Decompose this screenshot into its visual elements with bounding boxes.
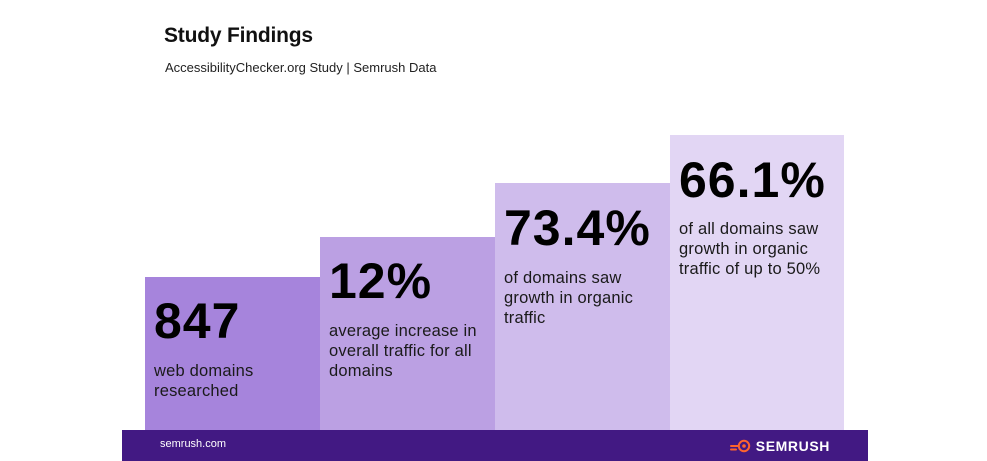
stat-value: 66.1% <box>679 152 826 208</box>
stat-card-organic-growth-50: 66.1% of all domains saw growth in organ… <box>670 135 844 430</box>
stat-card-organic-growth: 73.4% of domains saw growth in organic t… <box>495 183 670 430</box>
semrush-logo-icon <box>729 439 750 453</box>
brand-logo: SEMRUSH <box>729 436 830 456</box>
stat-value: 12% <box>329 253 433 309</box>
page-subtitle: AccessibilityChecker.org Study | Semrush… <box>165 60 437 75</box>
stat-description: average increase in overall traffic for … <box>329 322 477 380</box>
brand-name: SEMRUSH <box>755 438 830 454</box>
stat-value: 847 <box>154 293 241 349</box>
footer-bar: semrush.com SEMRUSH <box>122 430 868 461</box>
stat-card-domains-researched: 847 web domains researched <box>145 277 320 430</box>
page-title: Study Findings <box>164 24 313 47</box>
stat-value: 73.4% <box>504 200 651 256</box>
stat-description: web domains researched <box>154 362 254 400</box>
stat-card-traffic-increase: 12% average increase in overall traffic … <box>320 237 495 430</box>
footer-url: semrush.com <box>160 438 227 450</box>
stat-description: of domains saw growth in organic traffic <box>504 269 634 327</box>
stat-description: of all domains saw growth in organic tra… <box>679 220 821 278</box>
